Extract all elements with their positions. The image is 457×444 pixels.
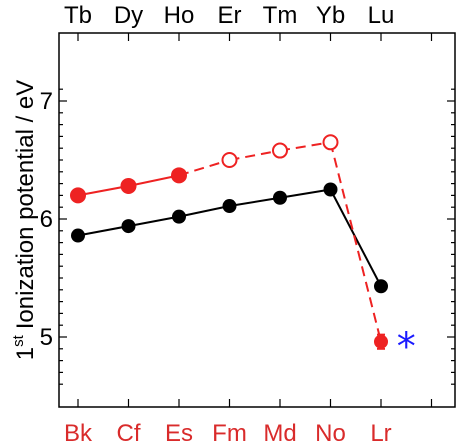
series-1-segment bbox=[279, 141, 331, 152]
series-1-point bbox=[221, 152, 238, 168]
series-1-point bbox=[374, 334, 388, 349]
asterisk-annotation: * bbox=[397, 325, 416, 369]
x-tick-label-bottom: No bbox=[315, 420, 346, 444]
series-0-segment bbox=[128, 215, 180, 228]
series-0-point bbox=[222, 199, 237, 214]
series-0-point bbox=[323, 182, 338, 197]
series-1-point bbox=[272, 142, 288, 159]
series-1-point bbox=[120, 177, 137, 194]
series-1-segment bbox=[329, 142, 382, 342]
x-tick-label-top: Tb bbox=[64, 2, 92, 29]
series-0-point bbox=[273, 190, 287, 205]
y-tick-label: 5 bbox=[40, 324, 53, 351]
y-tick-label: 7 bbox=[40, 88, 53, 115]
x-tick-label-top: Lu bbox=[368, 2, 395, 29]
series-1-point bbox=[171, 167, 187, 184]
x-tick-label-top: Dy bbox=[114, 2, 143, 29]
series-1-point bbox=[322, 134, 339, 151]
series-0-point bbox=[121, 219, 136, 234]
series-1-point bbox=[70, 187, 86, 204]
ticks-layer bbox=[59, 33, 455, 407]
x-tick-label-bottom: Lr bbox=[370, 420, 391, 444]
series-0-point bbox=[71, 228, 85, 243]
y-axis-title-main: Ionization potential / eV bbox=[12, 80, 39, 330]
x-tick-label-bottom: Md bbox=[263, 420, 296, 444]
y-axis-title-prefix: 1 bbox=[12, 347, 39, 360]
series-0-segment bbox=[229, 196, 281, 208]
series-0-point bbox=[374, 279, 388, 294]
series-0-point bbox=[172, 209, 186, 224]
y-tick-label: 6 bbox=[40, 206, 53, 233]
x-tick-label-top: Yb bbox=[316, 2, 345, 29]
x-tick-label-bottom: Bk bbox=[64, 420, 93, 444]
x-tick-label-top: Ho bbox=[164, 2, 195, 29]
lines-layer bbox=[77, 141, 382, 342]
x-tick-label-top: Tm bbox=[263, 2, 298, 29]
series-1-segment bbox=[229, 149, 281, 161]
markers-layer bbox=[70, 134, 388, 350]
series-0-segment bbox=[178, 205, 230, 218]
x-tick-label-bottom: Es bbox=[165, 420, 193, 444]
series-1-segment bbox=[77, 184, 129, 197]
series-1-segment bbox=[178, 159, 230, 177]
x-tick-label-bottom: Cf bbox=[117, 420, 141, 444]
plot-frame bbox=[58, 32, 456, 408]
x-tick-label-top: Er bbox=[218, 2, 242, 29]
y-axis-title-sup: st bbox=[10, 334, 27, 347]
series-0-segment bbox=[77, 225, 129, 237]
y-axis-title: 1st Ionization potential / eV bbox=[10, 80, 39, 361]
series-0-segment bbox=[329, 189, 382, 287]
series-1-segment bbox=[128, 174, 180, 187]
x-tick-label-bottom: Fm bbox=[212, 420, 247, 444]
series-0-segment bbox=[279, 188, 331, 199]
labels-layer: 5 6 7 Bk Cf Es Fm Md No Lr Tb Dy Ho Er Tm Yb Lu * bbox=[40, 2, 416, 444]
